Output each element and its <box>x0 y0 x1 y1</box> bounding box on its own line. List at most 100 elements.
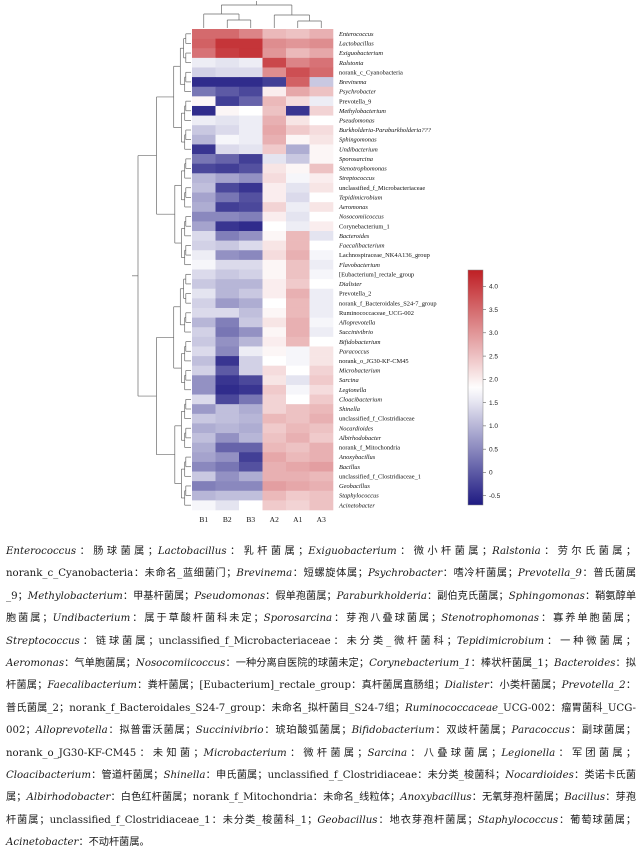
row-label: Anoxybacillus <box>338 454 376 461</box>
caption-taxon-name: Prevotella_2 <box>561 680 626 692</box>
row-label: unclassified_f_Clostridiaceae_1 <box>339 473 421 480</box>
heatmap-cell <box>286 490 310 501</box>
heatmap-cell <box>239 86 263 97</box>
row-label: Prevotella_2 <box>339 291 371 298</box>
heatmap-cell <box>239 29 263 39</box>
heatmap-cell <box>286 500 310 511</box>
caption-taxon-name: Streptococcus <box>6 635 80 647</box>
heatmap-cell <box>239 96 263 107</box>
row-label: Sporosarcina <box>339 156 373 163</box>
heatmap-cell <box>239 77 263 88</box>
caption-text: ：劳尔氏菌属；norank_c_Cyanobacteria：未命名_蓝细菌门； <box>6 546 637 580</box>
heatmap-cell <box>239 500 263 511</box>
caption-text: ：不动杆菌属。 <box>78 837 150 849</box>
heatmap-cell <box>192 29 216 39</box>
caption-text: ：微杆菌属； <box>286 747 368 759</box>
heatmap-cell <box>215 134 240 145</box>
heatmap-cell <box>309 346 334 357</box>
heatmap-cell <box>215 163 240 174</box>
heatmap-cell <box>262 125 287 136</box>
heatmap-cell <box>215 221 240 232</box>
heatmap-cell <box>192 394 216 405</box>
heatmap-cell <box>192 231 216 241</box>
heatmap-cell <box>262 29 287 39</box>
row-label: Dialister <box>338 281 362 288</box>
heatmap-cell <box>192 38 216 49</box>
heatmap-cell <box>286 202 310 213</box>
heatmap-cell <box>192 307 216 318</box>
heatmap-cell <box>192 163 216 174</box>
heatmap-cell <box>239 288 263 299</box>
heatmap-cell <box>192 346 216 357</box>
heatmap-cell <box>286 173 310 184</box>
row-label: Shinella <box>339 406 360 413</box>
heatmap-cell <box>286 481 310 492</box>
heatmap-cell <box>215 96 240 107</box>
heatmap-cell <box>309 192 334 203</box>
heatmap-cell <box>262 67 287 78</box>
colorbar-tick-label: 3.5 <box>489 307 498 314</box>
caption-taxon-name: Methylobacterium <box>27 590 123 602</box>
heatmap-cell <box>215 57 240 68</box>
caption-text: ：副伯克氏菌属； <box>426 590 509 602</box>
heatmap-cell <box>215 365 240 376</box>
caption-taxon-name: Ruminococcaceae <box>405 702 499 714</box>
heatmap-cell <box>286 192 310 203</box>
heatmap-cell <box>262 269 287 280</box>
caption-taxon-name: Aeromonas <box>6 658 65 670</box>
heatmap-cell <box>239 413 263 424</box>
caption-taxon-name: Microbacterium <box>203 747 287 759</box>
heatmap-cell <box>309 211 334 222</box>
heatmap-cell <box>286 259 310 270</box>
heatmap-cell <box>286 57 310 68</box>
heatmap-cell <box>286 77 310 88</box>
heatmap-cell <box>286 346 310 357</box>
heatmap-cell <box>309 413 334 424</box>
heatmap-cell <box>192 490 216 501</box>
heatmap-cell <box>192 442 216 453</box>
heatmap-cell <box>262 423 287 434</box>
heatmap-cell <box>286 134 310 145</box>
heatmap-cell <box>239 125 263 136</box>
caption-taxon-name: Pseudomonas <box>194 590 266 602</box>
heatmap-cell <box>309 375 334 386</box>
caption-taxon-name: Sporosarcina <box>263 613 333 625</box>
heatmap-cell <box>286 211 310 222</box>
heatmap-cell <box>215 279 240 290</box>
heatmap-cell <box>215 298 240 309</box>
heatmap-cell <box>239 375 263 386</box>
heatmap-cell <box>286 269 310 280</box>
row-label: unclassified_f_Clostridiaceae <box>339 416 415 423</box>
heatmap-cell <box>309 154 334 164</box>
heatmap-cell <box>309 327 334 338</box>
heatmap-cell <box>309 365 334 376</box>
caption-taxon-name: Nocardioides <box>505 770 574 782</box>
caption-taxon-name: Brevinema <box>236 568 293 580</box>
caption-taxon-name: Tepidimicrobium <box>456 635 545 647</box>
heatmap-cell <box>262 375 287 386</box>
heatmap-cell <box>192 48 216 59</box>
caption-text: ：白色红杆菌属；norank_f_Mitochondria：未命名_线粒体； <box>110 792 401 804</box>
heatmap-cell <box>309 250 334 261</box>
row-label: Corynebacterium_1 <box>339 223 390 230</box>
caption-text: ：一种分离自医院的球菌未定； <box>225 658 370 670</box>
caption-text: ：琥珀酸弧菌属； <box>263 725 352 737</box>
caption-taxon-name: Acinetobacter <box>6 837 79 849</box>
heatmap-cell <box>215 375 240 386</box>
heatmap-cell <box>309 57 334 68</box>
heatmap-cell <box>262 442 287 453</box>
row-label: Lactobacillus <box>338 41 374 48</box>
heatmap-cell <box>309 125 334 136</box>
heatmap-cell <box>215 336 240 347</box>
colorbar-tick-label: 4.0 <box>489 284 498 291</box>
row-label: Alloprevotella <box>338 320 375 327</box>
heatmap-cell <box>215 182 240 193</box>
heatmap-cell <box>262 433 287 443</box>
heatmap-cell <box>192 404 216 415</box>
heatmap-cell <box>262 471 287 482</box>
heatmap-cell <box>309 48 334 59</box>
heatmap-cell <box>262 221 287 232</box>
heatmap-cell <box>309 269 334 280</box>
heatmap-cell <box>262 38 287 49</box>
heatmap-cell <box>239 394 263 405</box>
